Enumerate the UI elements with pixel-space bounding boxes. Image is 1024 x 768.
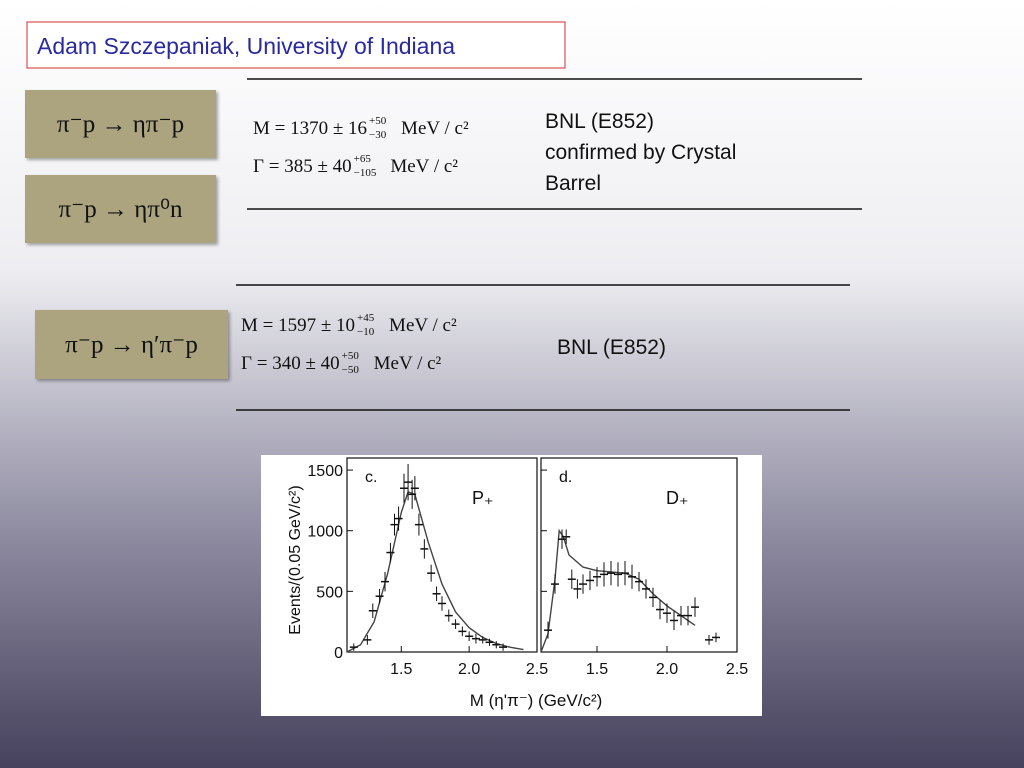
data-point xyxy=(558,529,566,549)
title: Adam Szczepaniak, University of Indiana xyxy=(37,33,455,59)
data-point xyxy=(471,633,480,644)
data-point xyxy=(635,571,643,592)
data-point xyxy=(649,587,657,608)
data-point xyxy=(485,638,494,646)
reaction-box xyxy=(25,175,216,243)
lower-error: −30 xyxy=(369,129,387,141)
data-point xyxy=(375,588,384,604)
data-point xyxy=(410,476,419,501)
data-point xyxy=(691,597,699,617)
reaction-box xyxy=(25,90,216,158)
data-point xyxy=(684,605,692,626)
formula: Γ = 340 ± 40 xyxy=(241,353,340,374)
data-point xyxy=(628,564,636,589)
data-point xyxy=(400,473,408,503)
panel-frame xyxy=(540,457,738,653)
data-point xyxy=(642,579,650,599)
data-point xyxy=(414,513,423,536)
data-point xyxy=(427,564,436,582)
data-point xyxy=(663,603,671,623)
y-tick-label: 0 xyxy=(334,645,343,662)
formula: M = 1597 ± 10 xyxy=(241,315,355,336)
data-point xyxy=(390,513,399,536)
x-tick-label: 2.0 xyxy=(458,661,480,678)
data-point xyxy=(562,529,571,545)
data-point xyxy=(579,574,587,594)
unit: MeV / c² xyxy=(389,315,457,336)
lower-error: −10 xyxy=(357,326,375,338)
data-point xyxy=(458,626,467,637)
upper-error: +45 xyxy=(357,312,375,324)
y-axis-label: Events/(0.05 GeV/c²) xyxy=(287,485,304,634)
data-point xyxy=(368,603,377,619)
data-point xyxy=(444,609,453,622)
data-point xyxy=(567,569,576,589)
data-point xyxy=(492,641,501,649)
note: Barrel xyxy=(545,172,601,195)
data-point xyxy=(420,539,429,559)
lower-error: −50 xyxy=(342,364,360,376)
reaction: π⁻p → ηπ⁰n xyxy=(58,196,183,223)
data-point xyxy=(656,599,664,620)
figure-background xyxy=(261,455,762,716)
data-point xyxy=(600,562,608,587)
y-tick-label: 1500 xyxy=(307,463,343,480)
unit: MeV / c² xyxy=(374,353,442,374)
data-point xyxy=(394,506,403,531)
data-point xyxy=(705,635,713,645)
panel-frame xyxy=(346,457,538,653)
unit: MeV / c² xyxy=(390,156,458,177)
note: BNL (E852) xyxy=(545,110,654,133)
formula: Γ = 385 ± 40 xyxy=(253,156,352,177)
wave-label: P₊ xyxy=(472,488,494,508)
note: confirmed by Crystal xyxy=(545,141,736,164)
data-point xyxy=(586,570,594,591)
upper-error: +50 xyxy=(342,350,360,362)
x-tick-label: 1.5 xyxy=(586,661,608,678)
data-point xyxy=(544,621,552,639)
data-point xyxy=(432,586,441,602)
data-point xyxy=(621,561,629,586)
data-point xyxy=(381,571,389,592)
data-point xyxy=(670,610,678,631)
data-point xyxy=(499,643,508,651)
data-point xyxy=(363,635,372,645)
note: BNL (E852) xyxy=(557,336,666,359)
data-point xyxy=(349,643,358,651)
data-point xyxy=(404,464,413,501)
x-tick-label: 2.0 xyxy=(656,661,678,678)
upper-error: +50 xyxy=(369,115,387,127)
upper-error: +65 xyxy=(354,153,372,165)
data-point xyxy=(478,636,487,644)
data-point xyxy=(677,605,685,626)
unit: MeV / c² xyxy=(401,118,469,139)
data-point xyxy=(573,579,582,599)
reaction: π⁻p → ηπ⁻p xyxy=(57,111,184,138)
data-point xyxy=(712,632,720,643)
y-tick-label: 1000 xyxy=(307,524,343,541)
panel-label: c. xyxy=(365,469,377,486)
data-point xyxy=(593,567,601,587)
data-point xyxy=(614,562,622,587)
reaction: π⁻p → η′π⁻p xyxy=(65,332,198,359)
reaction-box xyxy=(35,310,228,379)
data-point xyxy=(551,574,559,594)
x-tick-label: 2.5 xyxy=(526,661,548,678)
data-point xyxy=(438,596,446,611)
data-point xyxy=(386,542,395,563)
formula: M = 1370 ± 16 xyxy=(253,118,367,139)
wave-label: D₊ xyxy=(666,488,689,508)
data-point xyxy=(451,619,460,629)
panel-label: d. xyxy=(559,469,572,486)
data-point xyxy=(465,631,474,642)
title-box xyxy=(26,21,566,69)
data-point xyxy=(607,561,615,586)
y-tick-label: 500 xyxy=(316,584,343,601)
lower-error: −105 xyxy=(354,167,377,179)
x-tick-label: 2.5 xyxy=(726,661,748,678)
x-axis-label: M (η'π⁻) (GeV/c²) xyxy=(470,691,603,710)
x-tick-label: 1.5 xyxy=(390,661,412,678)
